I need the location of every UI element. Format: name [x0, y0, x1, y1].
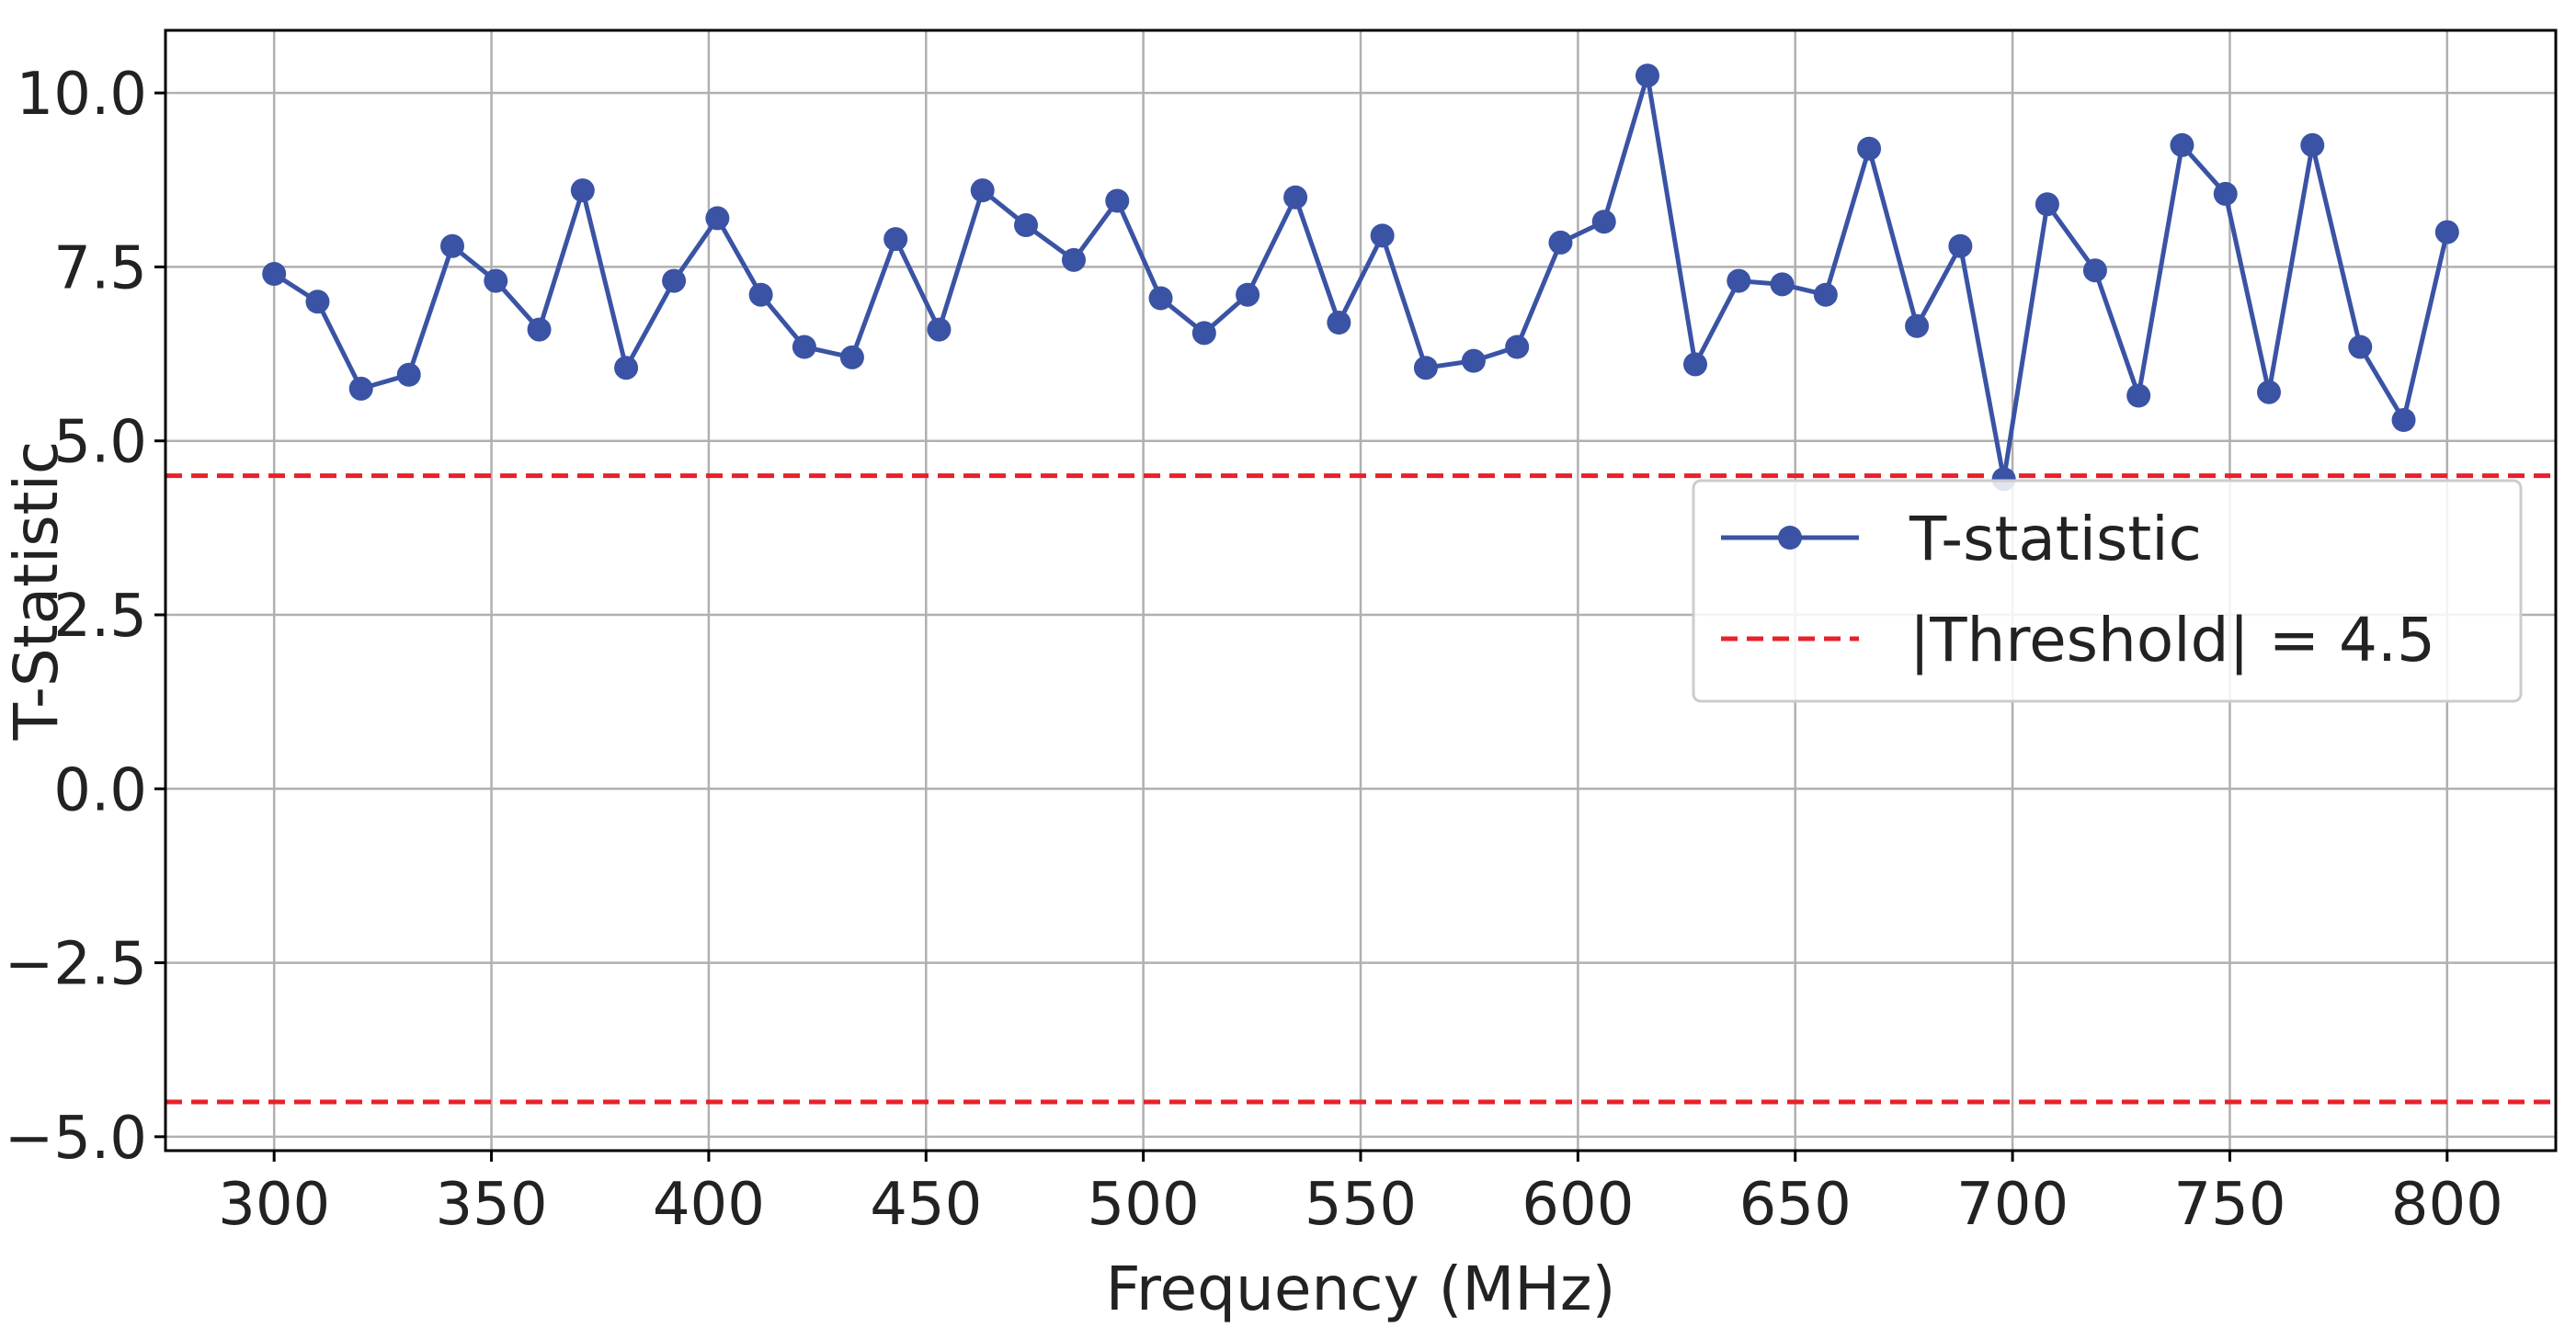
x-tick-label: 600	[1522, 1171, 1634, 1239]
y-tick-label: −5.0	[5, 1105, 147, 1173]
legend: T-statistic |Threshold| = 4.5	[1692, 479, 2523, 703]
data-point	[2257, 380, 2281, 404]
data-point	[396, 362, 421, 387]
data-point	[527, 317, 552, 342]
data-point	[1283, 185, 1308, 210]
data-point	[927, 317, 952, 342]
data-point	[1327, 311, 1351, 335]
y-tick-label: 10.0	[17, 61, 148, 129]
data-point	[1770, 272, 1795, 297]
y-tick-label: 2.5	[53, 583, 147, 651]
data-point	[1548, 230, 1573, 255]
data-point	[440, 233, 464, 258]
data-point	[1191, 321, 1216, 346]
data-point	[1014, 213, 1038, 237]
legend-label-threshold: |Threshold| = 4.5	[1909, 605, 2435, 675]
data-point	[484, 268, 508, 293]
x-tick-label: 550	[1305, 1171, 1417, 1239]
legend-box	[1692, 479, 2523, 703]
data-point	[1636, 63, 1659, 88]
data-point	[2126, 383, 2151, 408]
data-point	[2300, 132, 2325, 157]
x-tick-label: 750	[2173, 1171, 2285, 1239]
data-point	[1062, 247, 1086, 272]
data-point	[1413, 356, 1438, 380]
data-point	[1236, 282, 1260, 307]
data-point	[2082, 258, 2107, 283]
data-point	[1461, 348, 1486, 373]
data-point	[839, 345, 864, 369]
y-tick-label: 7.5	[53, 234, 147, 302]
data-point	[748, 282, 773, 307]
data-point	[614, 356, 639, 380]
x-tick-label: 450	[870, 1171, 982, 1239]
data-point	[1813, 282, 1838, 307]
legend-marker-t-statistic	[1778, 526, 1802, 550]
data-point	[2035, 192, 2059, 217]
data-point	[570, 178, 595, 203]
data-point	[1370, 223, 1395, 248]
data-point	[2391, 408, 2416, 432]
data-point	[348, 376, 373, 401]
x-tick-label: 800	[2391, 1171, 2503, 1239]
t-statistic-series	[262, 63, 2459, 492]
data-point	[970, 178, 995, 203]
data-point	[792, 335, 816, 359]
threshold-lines	[165, 473, 2556, 1105]
data-point	[1948, 233, 1973, 258]
data-point	[1727, 268, 1751, 293]
data-point	[883, 227, 908, 252]
data-point	[1148, 286, 1173, 311]
x-tick-label: 700	[1956, 1171, 2069, 1239]
data-point	[705, 206, 730, 231]
y-axis-ticks: −5.0 −2.5 0.0 2.5 5.0 7.5 10.0	[5, 61, 165, 1173]
x-tick-label: 300	[218, 1171, 330, 1239]
y-tick-label: 0.0	[53, 756, 147, 824]
y-tick-label: 5.0	[53, 409, 147, 477]
data-point	[2348, 335, 2373, 359]
x-tick-label: 400	[653, 1171, 765, 1239]
data-point	[1857, 136, 1882, 161]
y-axis-label: T-Statistic	[1, 441, 72, 741]
x-tick-label: 650	[1739, 1171, 1852, 1239]
data-point	[1105, 188, 1130, 213]
legend-label-t-statistic: T-statistic	[1909, 504, 2202, 574]
data-point	[305, 289, 330, 314]
data-point	[1505, 335, 1530, 359]
data-point	[1591, 210, 1616, 234]
x-tick-label: 500	[1088, 1171, 1200, 1239]
data-point	[262, 262, 287, 286]
x-tick-label: 350	[435, 1171, 547, 1239]
data-point	[662, 268, 687, 293]
data-point	[1905, 313, 1930, 338]
series-line	[272, 73, 2450, 482]
data-point	[2213, 181, 2238, 206]
x-axis-ticks: 300 350 400 450 500 550 600 650 700 750 800	[218, 1151, 2503, 1239]
data-point	[2434, 220, 2459, 244]
x-axis-label: Frequency (MHz)	[1106, 1254, 1616, 1324]
y-tick-label: −2.5	[5, 931, 147, 999]
data-point	[1683, 352, 1707, 377]
data-point	[2170, 132, 2194, 157]
